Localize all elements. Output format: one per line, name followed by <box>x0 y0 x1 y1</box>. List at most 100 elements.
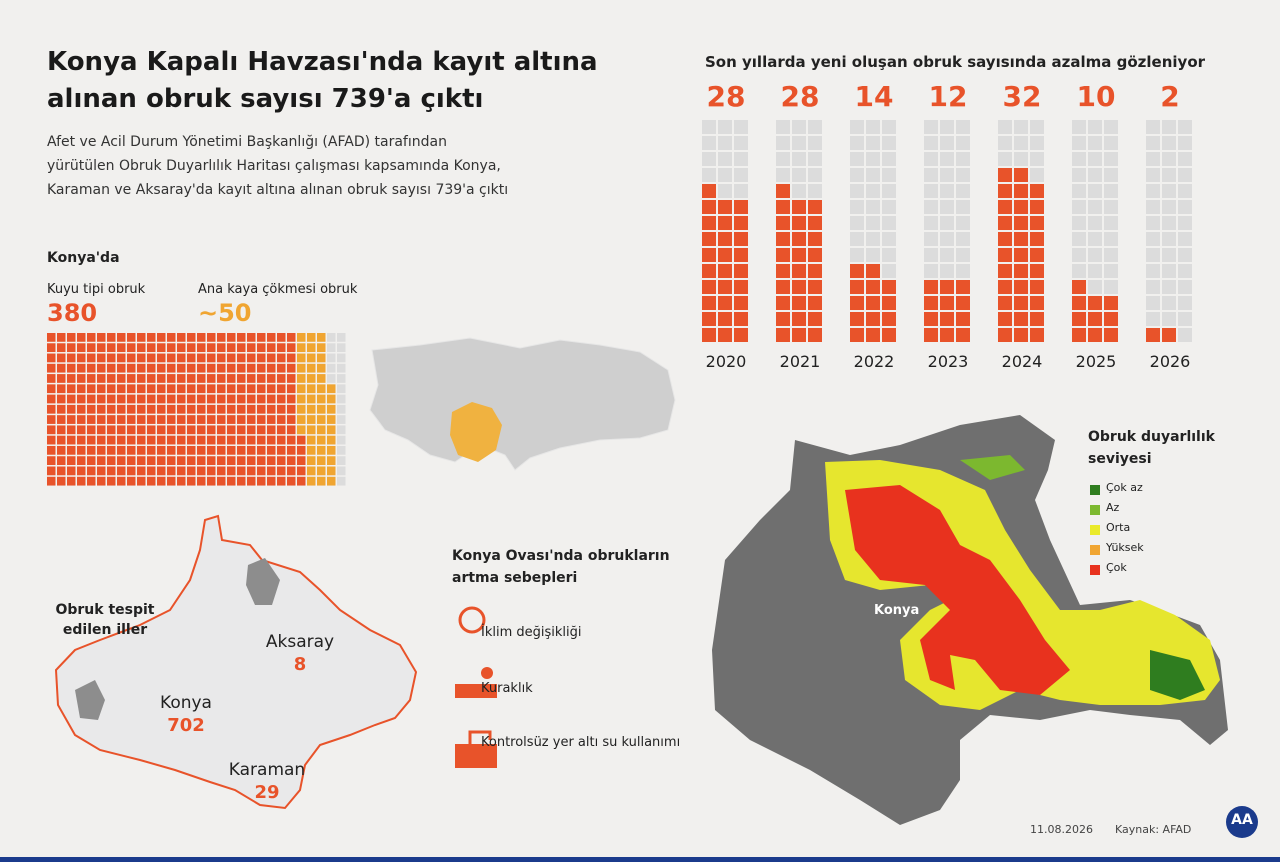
waffle-cell <box>177 466 186 476</box>
year-cell <box>718 120 732 134</box>
waffle-cell <box>267 394 276 404</box>
waffle-cell <box>267 363 276 373</box>
waffle-cell <box>107 374 116 383</box>
waffle-cell <box>167 456 176 466</box>
year-cell <box>1014 264 1028 278</box>
year-cell <box>1178 232 1192 246</box>
waffle-cell <box>257 466 266 476</box>
waffle-cell <box>317 476 326 486</box>
year-cell <box>850 216 864 230</box>
year-cell <box>998 328 1012 342</box>
waffle-cell <box>57 415 66 424</box>
waffle-cell <box>167 333 176 342</box>
waffle-cell <box>247 404 256 414</box>
waffle-cell <box>127 343 136 353</box>
waffle-cell <box>117 425 126 435</box>
section-heading: Konya'da <box>47 250 120 266</box>
waffle-cell <box>307 425 316 435</box>
waffle-cell <box>67 333 76 342</box>
waffle-cell <box>117 415 126 424</box>
waffle-cell <box>67 384 76 394</box>
waffle-cell <box>337 435 346 445</box>
year-empty <box>1072 120 1118 294</box>
legend-swatch <box>1090 545 1100 555</box>
year-cell <box>1162 216 1176 230</box>
waffle-cell <box>237 415 246 424</box>
year-cell <box>940 248 954 262</box>
year-count: 2 <box>1160 80 1180 113</box>
waffle-cell <box>227 435 236 445</box>
waffle-cell <box>297 384 306 394</box>
waffle-cell <box>77 384 86 394</box>
waffle-cell <box>97 425 106 435</box>
waffle-cell <box>77 404 86 414</box>
year-cell <box>808 312 822 326</box>
waffle-cell <box>177 404 186 414</box>
waffle-cell <box>257 404 266 414</box>
waffle-cell <box>227 476 236 486</box>
year-cell <box>956 136 970 150</box>
year-cell <box>882 168 896 182</box>
waffle-cell <box>277 445 286 455</box>
susceptibility-az <box>960 455 1025 480</box>
year-cell <box>1072 328 1086 342</box>
waffle-cell <box>87 476 96 486</box>
cause-item: Kuraklık <box>481 681 533 696</box>
year-cell <box>1178 120 1192 134</box>
year-cell <box>998 296 1012 310</box>
year-cell <box>850 136 864 150</box>
waffle-cell <box>257 445 266 455</box>
year-label: 2026 <box>1149 352 1191 371</box>
waffle-cell <box>277 476 286 486</box>
waffle-cell <box>77 456 86 466</box>
waffle-cell <box>297 333 306 342</box>
waffle-cell <box>47 353 56 363</box>
year-cell <box>734 296 748 310</box>
chart-title: Son yıllarda yeni oluşan obruk sayısında… <box>705 53 1206 71</box>
waffle-cell <box>197 394 206 404</box>
waffle-cell <box>287 425 296 435</box>
waffle-cell <box>197 456 206 466</box>
waffle-cell <box>187 394 196 404</box>
year-cell <box>866 312 880 326</box>
waffle-cell <box>157 425 166 435</box>
waffle-cell <box>177 394 186 404</box>
year-cell <box>792 168 806 182</box>
year-cell <box>702 200 716 214</box>
year-cell <box>924 280 938 294</box>
waffle-cell <box>197 353 206 363</box>
year-cell <box>940 184 954 198</box>
waffle-cell <box>227 333 236 342</box>
province-name: Karaman <box>228 760 306 780</box>
province-name: Konya <box>160 693 212 713</box>
year-cell <box>734 248 748 262</box>
waffle-cell <box>307 404 316 414</box>
waffle-group <box>297 333 336 486</box>
waffle-cell <box>307 415 316 424</box>
legend-label: Yüksek <box>1106 541 1144 554</box>
legend-title: Obruk duyarlılık seviyesi <box>1088 429 1215 467</box>
year-cell <box>1072 312 1086 326</box>
waffle-cell <box>217 394 226 404</box>
province-title: Obruk tespit edilen iller <box>55 602 155 638</box>
waffle-cell <box>277 425 286 435</box>
year-cell <box>1146 216 1160 230</box>
year-label: 2022 <box>853 352 895 371</box>
year-cell <box>1072 264 1086 278</box>
year-cell <box>924 120 938 134</box>
waffle-cell <box>217 456 226 466</box>
waffle-cell <box>87 445 96 455</box>
waffle-cell <box>117 384 126 394</box>
year-cell <box>882 152 896 166</box>
year-empty <box>702 120 748 198</box>
waffle-cell <box>287 353 296 363</box>
year-cell <box>792 136 806 150</box>
year-cell <box>1146 200 1160 214</box>
waffle-cell <box>277 333 286 342</box>
waffle-cell <box>197 435 206 445</box>
waffle-cell <box>237 476 246 486</box>
year-cell <box>1146 280 1160 294</box>
year-cell <box>1088 200 1102 214</box>
province-map <box>54 514 418 810</box>
year-waffle <box>1072 280 1118 342</box>
